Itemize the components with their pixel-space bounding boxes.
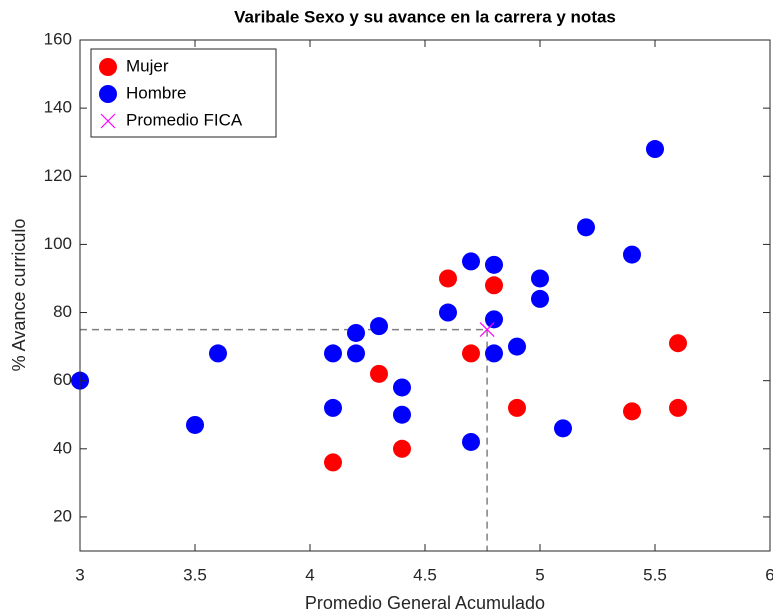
x-axis-label: Promedio General Acumulado [305, 593, 545, 613]
point [646, 140, 664, 159]
x-tick-label: 5.5 [643, 565, 667, 584]
point [531, 269, 549, 288]
point [485, 276, 503, 295]
point [347, 323, 365, 342]
point [462, 432, 480, 451]
point [186, 415, 204, 434]
y-tick-label: 140 [44, 98, 72, 117]
point [531, 289, 549, 308]
point [623, 402, 641, 421]
point [462, 252, 480, 271]
point [623, 245, 641, 264]
y-tick-label: 120 [44, 166, 72, 185]
point [324, 344, 342, 363]
x-tick-label: 4.5 [413, 565, 437, 584]
point [479, 322, 495, 337]
legend-label: Mujer [126, 56, 169, 75]
legend-marker [100, 113, 116, 129]
point [347, 344, 365, 363]
x-tick-label: 6 [765, 565, 773, 584]
point [393, 439, 411, 458]
y-tick-label: 80 [53, 302, 72, 321]
point [370, 364, 388, 383]
point [439, 269, 457, 288]
legend-marker [99, 58, 117, 76]
point [485, 310, 503, 329]
x-tick-label: 3.5 [183, 565, 207, 584]
y-tick-label: 100 [44, 234, 72, 253]
point [669, 334, 687, 353]
point [508, 398, 526, 417]
y-tick-label: 40 [53, 438, 72, 457]
point [554, 419, 572, 438]
point [393, 405, 411, 424]
point [324, 398, 342, 417]
point [485, 255, 503, 274]
legend-marker [99, 85, 117, 103]
chart-title: Varibale Sexo y su avance en la carrera … [234, 7, 616, 26]
legend-box [90, 48, 277, 138]
point [393, 378, 411, 397]
x-tick-label: 5 [535, 565, 544, 584]
legend-label: Promedio FICA [126, 110, 243, 129]
point [577, 218, 595, 237]
y-tick-label: 60 [53, 370, 72, 389]
y-axis-label: % Avance curriculo [9, 219, 29, 372]
point [462, 344, 480, 363]
point [508, 337, 526, 356]
point [324, 453, 342, 472]
x-tick-label: 4 [305, 565, 314, 584]
point [370, 317, 388, 336]
y-tick-label: 160 [44, 29, 72, 48]
point [485, 344, 503, 363]
y-tick-label: 20 [53, 506, 72, 525]
point [209, 344, 227, 363]
legend-label: Hombre [126, 83, 186, 102]
point [669, 398, 687, 417]
point [439, 303, 457, 322]
x-tick-label: 3 [75, 565, 84, 584]
